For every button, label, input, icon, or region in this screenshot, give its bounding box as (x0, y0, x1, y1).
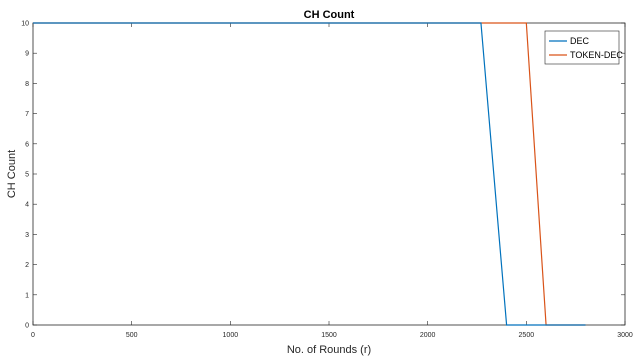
y-tick-label: 8 (25, 81, 29, 88)
legend-label: DEC (570, 36, 590, 46)
y-tick-label: 6 (25, 141, 29, 148)
y-tick-label: 4 (25, 202, 29, 209)
y-tick-label: 5 (25, 172, 29, 179)
y-tick-label: 9 (25, 51, 29, 58)
y-tick-label: 1 (25, 292, 29, 299)
x-tick-label: 500 (126, 332, 138, 339)
legend-box (544, 30, 620, 65)
x-axis-title: No. of Rounds (r) (287, 344, 371, 356)
legend: DEC TOKEN-DEC (544, 30, 623, 65)
x-axis: 0 500 1000 1500 2000 2500 3000 (31, 23, 633, 339)
y-axis: 0 1 2 3 4 5 6 7 8 9 10 (21, 21, 625, 330)
y-tick-label: 10 (21, 21, 29, 28)
y-axis-title: CH Count (6, 150, 18, 198)
chart-title: CH Count (304, 9, 355, 21)
x-tick-label: 2500 (519, 332, 535, 339)
y-tick-label: 7 (25, 111, 29, 118)
x-tick-label: 1500 (321, 332, 337, 339)
legend-label: TOKEN-DEC (570, 50, 623, 60)
y-tick-label: 3 (25, 232, 29, 239)
plot-area (32, 22, 626, 326)
series-line-dec (33, 22, 586, 326)
y-tick-label: 2 (25, 262, 29, 269)
x-tick-label: 0 (31, 332, 35, 339)
plot-frame (32, 22, 626, 326)
x-tick-label: 3000 (617, 332, 633, 339)
y-tick-label: 0 (25, 323, 29, 330)
x-tick-label: 1000 (223, 332, 239, 339)
x-tick-label: 2000 (420, 332, 436, 339)
series-lines (33, 22, 586, 326)
